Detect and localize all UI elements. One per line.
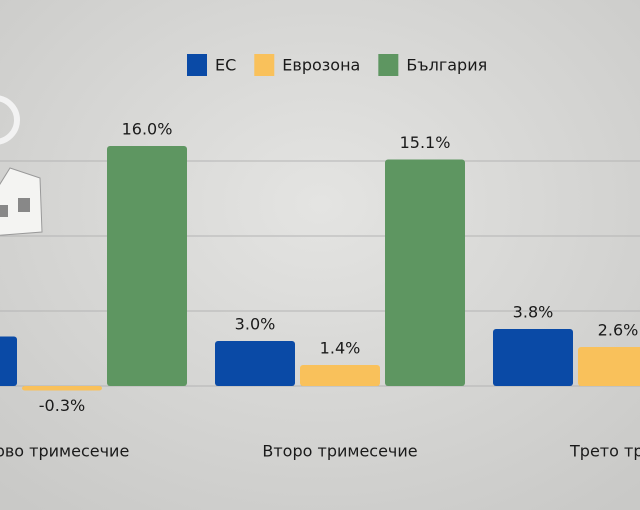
legend-swatch xyxy=(378,54,399,76)
value-label: 3.8% xyxy=(513,303,554,322)
bar xyxy=(385,159,465,386)
bar xyxy=(215,341,295,386)
x-tick-label: рво тримесечие xyxy=(0,442,129,461)
legend-label: ЕС xyxy=(215,56,236,75)
value-label: 1.4% xyxy=(320,339,361,358)
value-label: 3.0% xyxy=(235,315,276,334)
house-icon xyxy=(0,95,43,236)
legend-swatch xyxy=(187,54,207,76)
bar xyxy=(493,329,573,386)
bar xyxy=(22,386,102,391)
legend-swatch xyxy=(254,54,275,76)
legend-label: Еврозона xyxy=(282,56,360,75)
legend-label: България xyxy=(406,56,487,75)
value-label: 15.1% xyxy=(400,133,451,152)
x-tick-label: Второ тримесечие xyxy=(262,442,417,461)
bar xyxy=(578,347,640,386)
bar xyxy=(0,336,17,386)
value-label: 16.0% xyxy=(122,120,173,139)
value-label: 2.6% xyxy=(598,321,639,340)
value-label: -0.3% xyxy=(39,396,85,415)
bar xyxy=(107,146,187,386)
x-tick-label: Трето трим xyxy=(569,442,640,461)
bar xyxy=(300,365,380,386)
